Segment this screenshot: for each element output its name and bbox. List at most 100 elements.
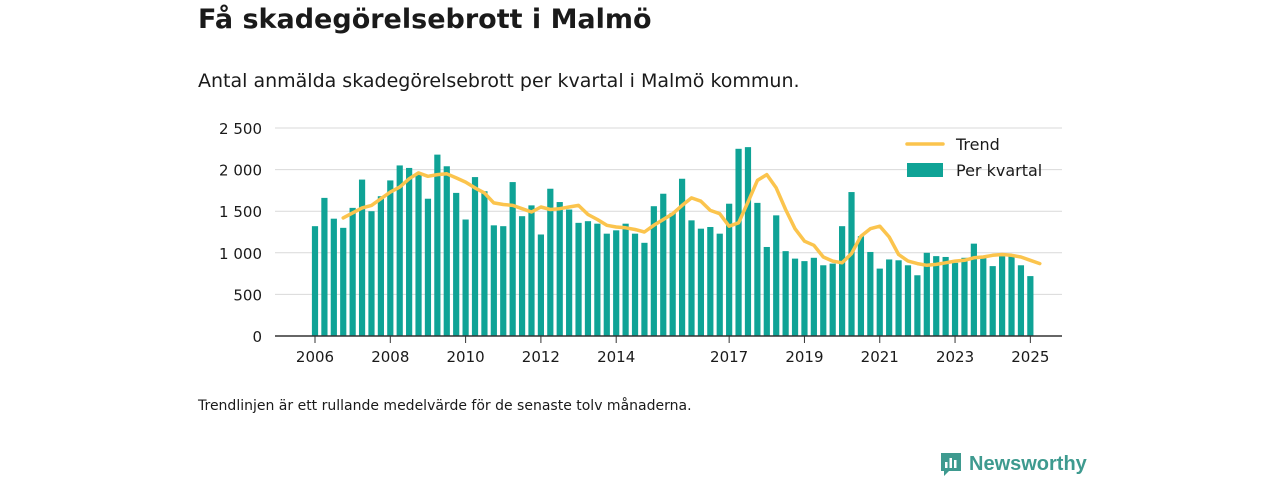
bar: [575, 222, 582, 336]
bar: [641, 242, 648, 336]
bar: [895, 260, 902, 336]
bar: [886, 259, 893, 336]
bar: [726, 203, 733, 336]
bar: [914, 275, 921, 336]
bar: [839, 226, 846, 336]
trend-line: [341, 171, 1042, 268]
bar: [528, 205, 535, 336]
bar: [707, 227, 714, 336]
bar: [773, 215, 780, 336]
bar: [650, 206, 657, 336]
bar: [415, 172, 422, 336]
legend-trend-label: Trend: [955, 135, 1000, 154]
bar: [848, 192, 855, 336]
bar: [660, 193, 667, 336]
brand-name: Newsworthy: [969, 452, 1087, 475]
bar: [453, 192, 460, 336]
bar: [801, 261, 808, 336]
bar: [697, 228, 705, 336]
bar: [387, 180, 394, 336]
bar: [594, 223, 601, 336]
bar: [377, 196, 384, 336]
x-tick-label: 2008: [371, 348, 409, 366]
bar: [735, 148, 742, 336]
y-tick-label: 0: [252, 328, 262, 346]
bar: [509, 182, 516, 336]
bar: [471, 177, 479, 336]
chart: 0 500 1 000 1 500 2 000 2 500 2006 2008 2010 2012…: [219, 120, 1062, 366]
y-tick-label: 1 000: [219, 245, 262, 263]
bar: [810, 257, 817, 336]
legend-bars-label: Per kvartal: [956, 161, 1042, 180]
y-tick-label: 500: [233, 286, 262, 304]
chart-title: Få skadegörelsebrott i Malmö: [198, 4, 652, 35]
bar: [330, 218, 337, 336]
y-tick-label: 2 000: [219, 162, 262, 180]
bar: [443, 166, 450, 336]
bars: [311, 147, 1034, 336]
legend: Trend Per kvartal: [905, 135, 1042, 180]
x-tick-label: 2012: [522, 348, 560, 366]
newsworthy-logo-icon: [941, 453, 961, 476]
bar: [942, 256, 949, 336]
x-tick-label: 2019: [785, 348, 823, 366]
bar: [763, 246, 770, 336]
brand-logo[interactable]: Newsworthy: [939, 451, 1087, 477]
bar: [537, 234, 544, 336]
bar: [716, 233, 723, 336]
bar: [481, 191, 488, 336]
bar: [434, 154, 441, 336]
bar: [321, 197, 328, 336]
bar: [462, 219, 469, 336]
x-tick-label: 2023: [936, 348, 974, 366]
bar: [923, 252, 930, 336]
bar: [368, 211, 375, 336]
bar: [829, 263, 836, 336]
bar: [876, 268, 883, 336]
footnote: Trendlinjen är ett rullande medelvärde f…: [198, 398, 692, 414]
bar: [980, 256, 987, 336]
x-tick-label: 2025: [1011, 348, 1049, 366]
trend-line-layer: [341, 171, 1042, 268]
bar: [951, 262, 959, 336]
bar: [867, 251, 874, 336]
x-tick-label: 2014: [597, 348, 635, 366]
bar: [744, 147, 752, 336]
x-tick-label: 2021: [861, 348, 899, 366]
bar: [406, 167, 413, 336]
axes: 0 500 1 000 1 500 2 000 2 500 2006 2008 2010 2012…: [219, 120, 1062, 366]
bar: [791, 258, 799, 336]
bar: [490, 225, 497, 336]
bar: [1017, 265, 1025, 336]
bar: [349, 207, 356, 336]
bar: [311, 226, 319, 336]
bar: [500, 226, 507, 336]
bar: [424, 198, 432, 336]
bar: [1008, 256, 1015, 336]
bar: [678, 178, 686, 336]
bar: [613, 230, 620, 336]
bar: [989, 266, 996, 336]
bar: [933, 256, 940, 336]
bar: [904, 265, 912, 336]
bar: [754, 202, 761, 336]
x-tick-label: 2010: [447, 348, 485, 366]
chart-subtitle: Antal anmälda skadegörelsebrott per kvar…: [198, 70, 800, 92]
bar: [547, 188, 554, 336]
bar: [556, 202, 563, 336]
bar: [566, 209, 573, 336]
bar: [584, 221, 592, 336]
x-tick-label: 2017: [710, 348, 748, 366]
bar: [970, 243, 977, 336]
x-tick-label: 2006: [296, 348, 334, 366]
bar: [782, 251, 789, 336]
bar: [518, 216, 526, 336]
y-tick-label: 1 500: [219, 203, 262, 221]
bar: [820, 265, 827, 336]
bar: [603, 233, 610, 336]
y-tick-label: 2 500: [219, 120, 262, 138]
bar: [1027, 276, 1034, 336]
bar: [631, 233, 639, 336]
bar: [396, 165, 403, 336]
bar: [622, 223, 629, 336]
